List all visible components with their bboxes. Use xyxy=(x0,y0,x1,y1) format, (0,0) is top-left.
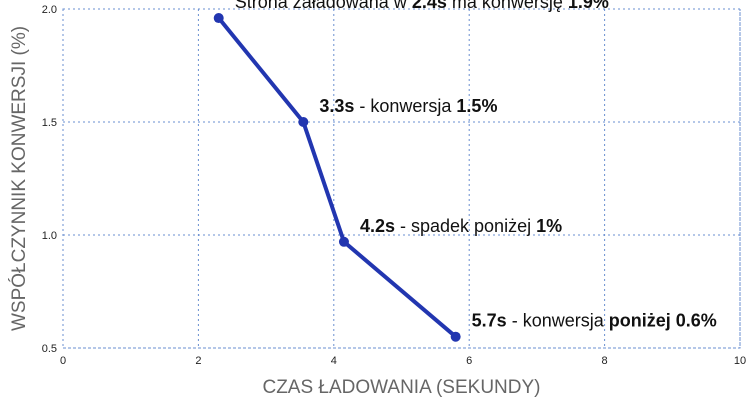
x-tick-label: 0 xyxy=(60,355,66,367)
x-tick-label: 2 xyxy=(195,355,201,367)
y-tick-label: 1.0 xyxy=(42,230,57,242)
y-axis-ticks: 0.5 1.0 1.5 2.0 xyxy=(42,4,57,355)
annotation-part: 1.9% xyxy=(568,0,609,12)
annotation-part: - konwersja xyxy=(507,311,609,331)
y-tick-label: 0.5 xyxy=(42,343,57,355)
annotation-part: - konwersja xyxy=(354,96,456,116)
y-axis-title: WSPÓŁCZYNNIK KONWERSJI (%) xyxy=(8,26,30,331)
annotation-part: 5.7s xyxy=(472,311,507,331)
annotation-part: 2.4s xyxy=(412,0,447,12)
x-axis-ticks: 0 2 4 6 8 10 xyxy=(60,355,746,367)
data-point xyxy=(298,117,309,127)
x-axis-title: CZAS ŁADOWANIA (SEKUNDY) xyxy=(262,377,540,398)
annotation-label: 5.7s - konwersja poniżej 0.6% xyxy=(472,311,717,331)
data-point xyxy=(213,13,224,24)
x-tick-label: 10 xyxy=(734,355,746,367)
annotation-part: ma konwersję xyxy=(447,0,568,12)
annotation-label: 3.3s - konwersja 1.5% xyxy=(319,96,497,116)
series xyxy=(213,13,461,342)
y-tick-label: 1.5 xyxy=(42,117,57,129)
annotation-part: 3.3s xyxy=(319,96,354,116)
annotation-label: 4.2s - spadek poniżej 1% xyxy=(360,216,562,236)
x-tick-label: 4 xyxy=(331,355,337,367)
annotation-part: - spadek poniżej xyxy=(395,216,536,236)
data-point xyxy=(450,331,461,342)
annotation-part: poniżej 0.6% xyxy=(609,311,717,331)
x-tick-label: 6 xyxy=(466,355,472,367)
y-tick-label: 2.0 xyxy=(42,4,57,16)
grid xyxy=(62,8,741,349)
annotation-part: 1.5% xyxy=(456,96,497,116)
data-point xyxy=(338,236,349,247)
annotation-part: 4.2s xyxy=(360,216,395,236)
annotations: Strona załadowana w 2.4s ma konwersję 1.… xyxy=(235,0,717,331)
annotation-part: 1% xyxy=(536,216,562,236)
plot-frame xyxy=(62,8,741,349)
series-line xyxy=(216,16,458,339)
annotation-part: Strona załadowana w xyxy=(235,0,412,12)
x-tick-label: 8 xyxy=(602,355,608,367)
annotation-label: Strona załadowana w 2.4s ma konwersję 1.… xyxy=(235,0,609,12)
